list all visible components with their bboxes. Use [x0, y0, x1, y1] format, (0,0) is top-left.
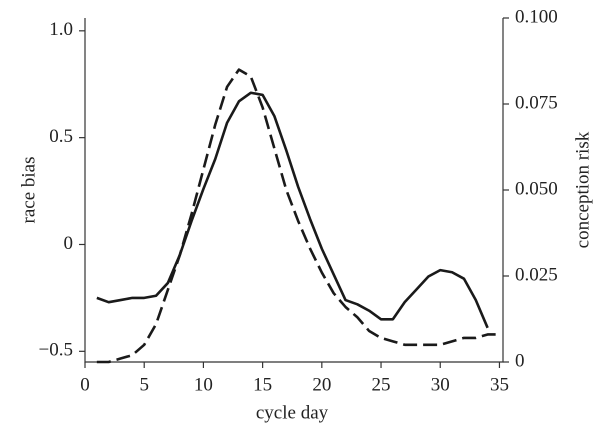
x-tick-label: 0	[80, 374, 90, 395]
y2-tick-label: 0.100	[515, 6, 558, 27]
x-tick-label: 35	[490, 374, 509, 395]
y-tick-label: 1.0	[49, 19, 73, 40]
x-axis-label: cycle day	[256, 402, 329, 423]
y2-tick-label: 0.075	[515, 92, 558, 113]
y2-axis-label: conception risk	[572, 131, 593, 248]
axis-line	[84, 18, 504, 363]
y-tick-label: 0	[64, 233, 74, 254]
y2-tick-label: 0	[515, 350, 525, 371]
x-tick-label: 10	[194, 374, 213, 395]
series-line	[96, 68, 500, 364]
x-tick-label: 30	[431, 374, 450, 395]
x-tick-label: 5	[139, 374, 149, 395]
x-tick-label: 25	[372, 374, 391, 395]
y-axis-label: race bias	[18, 157, 39, 224]
y2-tick-label: 0.025	[515, 264, 558, 285]
series-line	[96, 91, 489, 329]
y2-tick-label: 0.050	[515, 178, 558, 199]
y-tick-label: −0.5	[39, 340, 73, 361]
x-tick-label: 20	[312, 374, 331, 395]
y-tick-label: 0.5	[49, 126, 73, 147]
x-tick-label: 15	[253, 374, 272, 395]
